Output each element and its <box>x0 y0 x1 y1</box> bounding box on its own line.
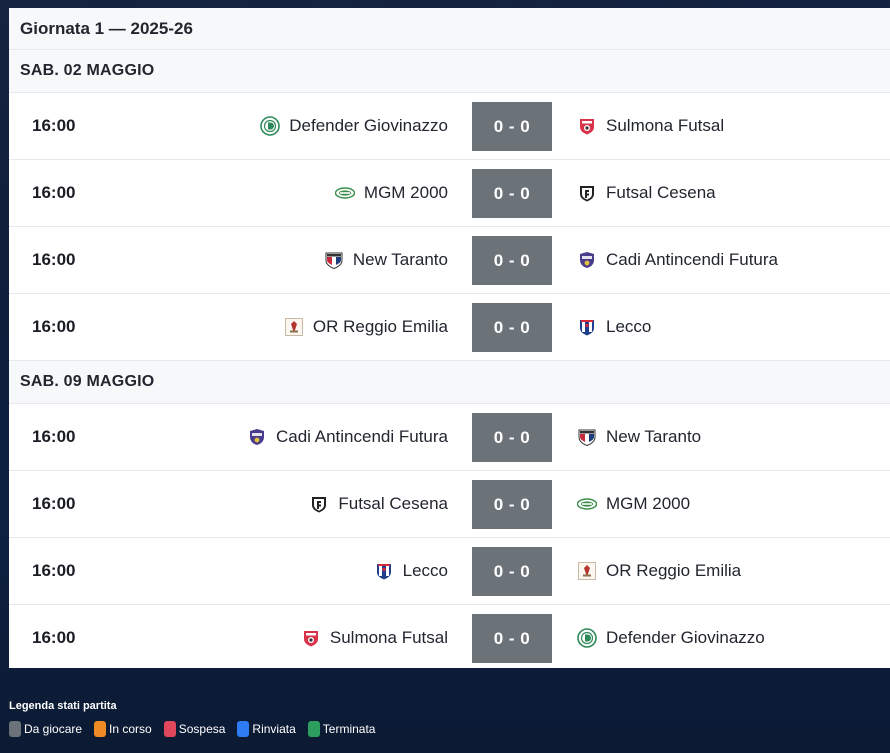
fixtures-card: Giornata 1 — 2025-26 SAB. 02 MAGGIO 16:00… <box>9 8 890 668</box>
day-header: SAB. 02 MAGGIO <box>9 50 890 93</box>
home-team[interactable]: MGM 2000 <box>334 160 448 226</box>
defender-logo-icon <box>260 116 281 136</box>
match-time: 16:00 <box>32 317 76 336</box>
cadi-logo-icon <box>247 427 267 447</box>
lecco-logo-icon <box>374 561 394 581</box>
home-team-name: Sulmona Futsal <box>329 628 448 647</box>
match-row[interactable]: 16:00 Sulmona Futsal 0 - 0 Defender Giovina… <box>9 605 890 668</box>
legend-label: Sospesa <box>178 722 226 736</box>
match-time: 16:00 <box>32 427 76 446</box>
score-button[interactable]: 0 - 0 <box>472 413 552 462</box>
away-team[interactable]: OR Reggio Emilia <box>577 538 741 604</box>
score-button[interactable]: 0 - 0 <box>472 236 552 285</box>
home-team-name: MGM 2000 <box>363 183 448 202</box>
legend-items: Da giocare In corso Sospesa Rinviata Termina… <box>9 721 387 737</box>
home-team[interactable]: Futsal Cesena <box>309 471 448 537</box>
legend-item-sospesa: Sospesa <box>163 721 226 737</box>
home-team-name: Futsal Cesena <box>338 494 448 513</box>
cadi-logo-icon <box>577 250 597 270</box>
cesena-logo-icon <box>309 494 329 514</box>
day-header: SAB. 09 MAGGIO <box>9 361 890 404</box>
home-team-name: Lecco <box>402 561 448 580</box>
score-button[interactable]: 0 - 0 <box>472 169 552 218</box>
cesena-logo-icon <box>577 183 597 203</box>
legend-item-in-corso: In corso <box>94 721 152 737</box>
home-team[interactable]: Sulmona Futsal <box>301 605 448 668</box>
legend-item-da-giocare: Da giocare <box>9 721 82 737</box>
home-team-name: Cadi Antincendi Futura <box>276 427 448 446</box>
score-button[interactable]: 0 - 0 <box>472 102 552 151</box>
legend-label: Rinviata <box>252 722 296 736</box>
away-team[interactable]: Sulmona Futsal <box>577 93 724 159</box>
score-button[interactable]: 0 - 0 <box>472 303 552 352</box>
away-team-name: Cadi Antincendi Futura <box>606 250 778 269</box>
lecco-logo-icon <box>577 317 597 337</box>
legend-item-terminata: Terminata <box>307 721 376 737</box>
status-swatch-icon <box>163 721 176 737</box>
mgm-logo-icon <box>334 183 355 203</box>
away-team[interactable]: Cadi Antincendi Futura <box>577 227 778 293</box>
fixtures-list: SAB. 02 MAGGIO 16:00 Defender Giovinazzo 0 … <box>9 50 890 668</box>
reggio-logo-icon <box>577 561 597 581</box>
away-team-name: OR Reggio Emilia <box>606 561 742 580</box>
match-row[interactable]: 16:00 Futsal Cesena 0 - 0 MGM 2000 <box>9 471 890 538</box>
home-team[interactable]: Lecco <box>374 538 448 604</box>
away-team-name: Lecco <box>606 317 652 336</box>
taranto-logo-icon <box>324 250 344 270</box>
legend-label: Da giocare <box>24 722 83 736</box>
status-swatch-icon <box>307 721 320 737</box>
defender-logo-icon <box>577 628 597 648</box>
match-row[interactable]: 16:00 Defender Giovinazzo 0 - 0 Sulmona Fut… <box>9 93 890 160</box>
status-swatch-icon <box>237 721 250 737</box>
legend-label: In corso <box>109 722 152 736</box>
sulmona-logo-icon <box>577 116 597 136</box>
status-swatch-icon <box>9 721 21 737</box>
score-button[interactable]: 0 - 0 <box>472 614 552 663</box>
reggio-logo-icon <box>284 317 304 337</box>
match-row[interactable]: 16:00 MGM 2000 0 - 0 Futsal Cesena <box>9 160 890 227</box>
mgm-logo-icon <box>577 494 597 514</box>
away-team[interactable]: Lecco <box>577 294 651 360</box>
home-team-name: New Taranto <box>352 250 448 269</box>
home-team-name: OR Reggio Emilia <box>312 317 448 336</box>
match-time: 16:00 <box>32 561 76 580</box>
match-row[interactable]: 16:00 Cadi Antincendi Futura 0 - 0 New Tara… <box>9 404 890 471</box>
taranto-logo-icon <box>577 427 597 447</box>
match-row[interactable]: 16:00 OR Reggio Emilia 0 - 0 Lecco <box>9 294 890 361</box>
match-time: 16:00 <box>32 183 76 202</box>
away-team[interactable]: New Taranto <box>577 404 701 470</box>
score-button[interactable]: 0 - 0 <box>472 480 552 529</box>
home-team[interactable]: New Taranto <box>324 227 448 293</box>
match-status-legend: Legenda stati partita Da giocare In corso… <box>9 700 387 737</box>
match-row[interactable]: 16:00 Lecco 0 - 0 OR Reggio Emilia <box>9 538 890 605</box>
away-team[interactable]: MGM 2000 <box>577 471 690 537</box>
home-team[interactable]: OR Reggio Emilia <box>284 294 448 360</box>
score-button[interactable]: 0 - 0 <box>472 547 552 596</box>
sulmona-logo-icon <box>301 628 321 648</box>
away-team-name: Sulmona Futsal <box>606 116 725 135</box>
match-row[interactable]: 16:00 New Taranto 0 - 0 Cadi Antincendi Fut… <box>9 227 890 294</box>
match-time: 16:00 <box>32 494 76 513</box>
status-swatch-icon <box>94 721 107 737</box>
match-time: 16:00 <box>32 628 76 647</box>
away-team-name: Futsal Cesena <box>606 183 716 202</box>
home-team-name: Defender Giovinazzo <box>289 116 448 135</box>
home-team[interactable]: Cadi Antincendi Futura <box>247 404 448 470</box>
legend-title: Legenda stati partita <box>9 700 117 712</box>
away-team-name: Defender Giovinazzo <box>606 628 765 647</box>
match-time: 16:00 <box>32 116 76 135</box>
away-team[interactable]: Defender Giovinazzo <box>577 605 765 668</box>
away-team-name: MGM 2000 <box>606 494 691 513</box>
away-team[interactable]: Futsal Cesena <box>577 160 716 226</box>
round-title: Giornata 1 — 2025-26 <box>9 8 890 50</box>
home-team[interactable]: Defender Giovinazzo <box>260 93 448 159</box>
legend-label: Terminata <box>322 722 376 736</box>
away-team-name: New Taranto <box>606 427 702 446</box>
match-time: 16:00 <box>32 250 76 269</box>
legend-item-rinviata: Rinviata <box>237 721 296 737</box>
